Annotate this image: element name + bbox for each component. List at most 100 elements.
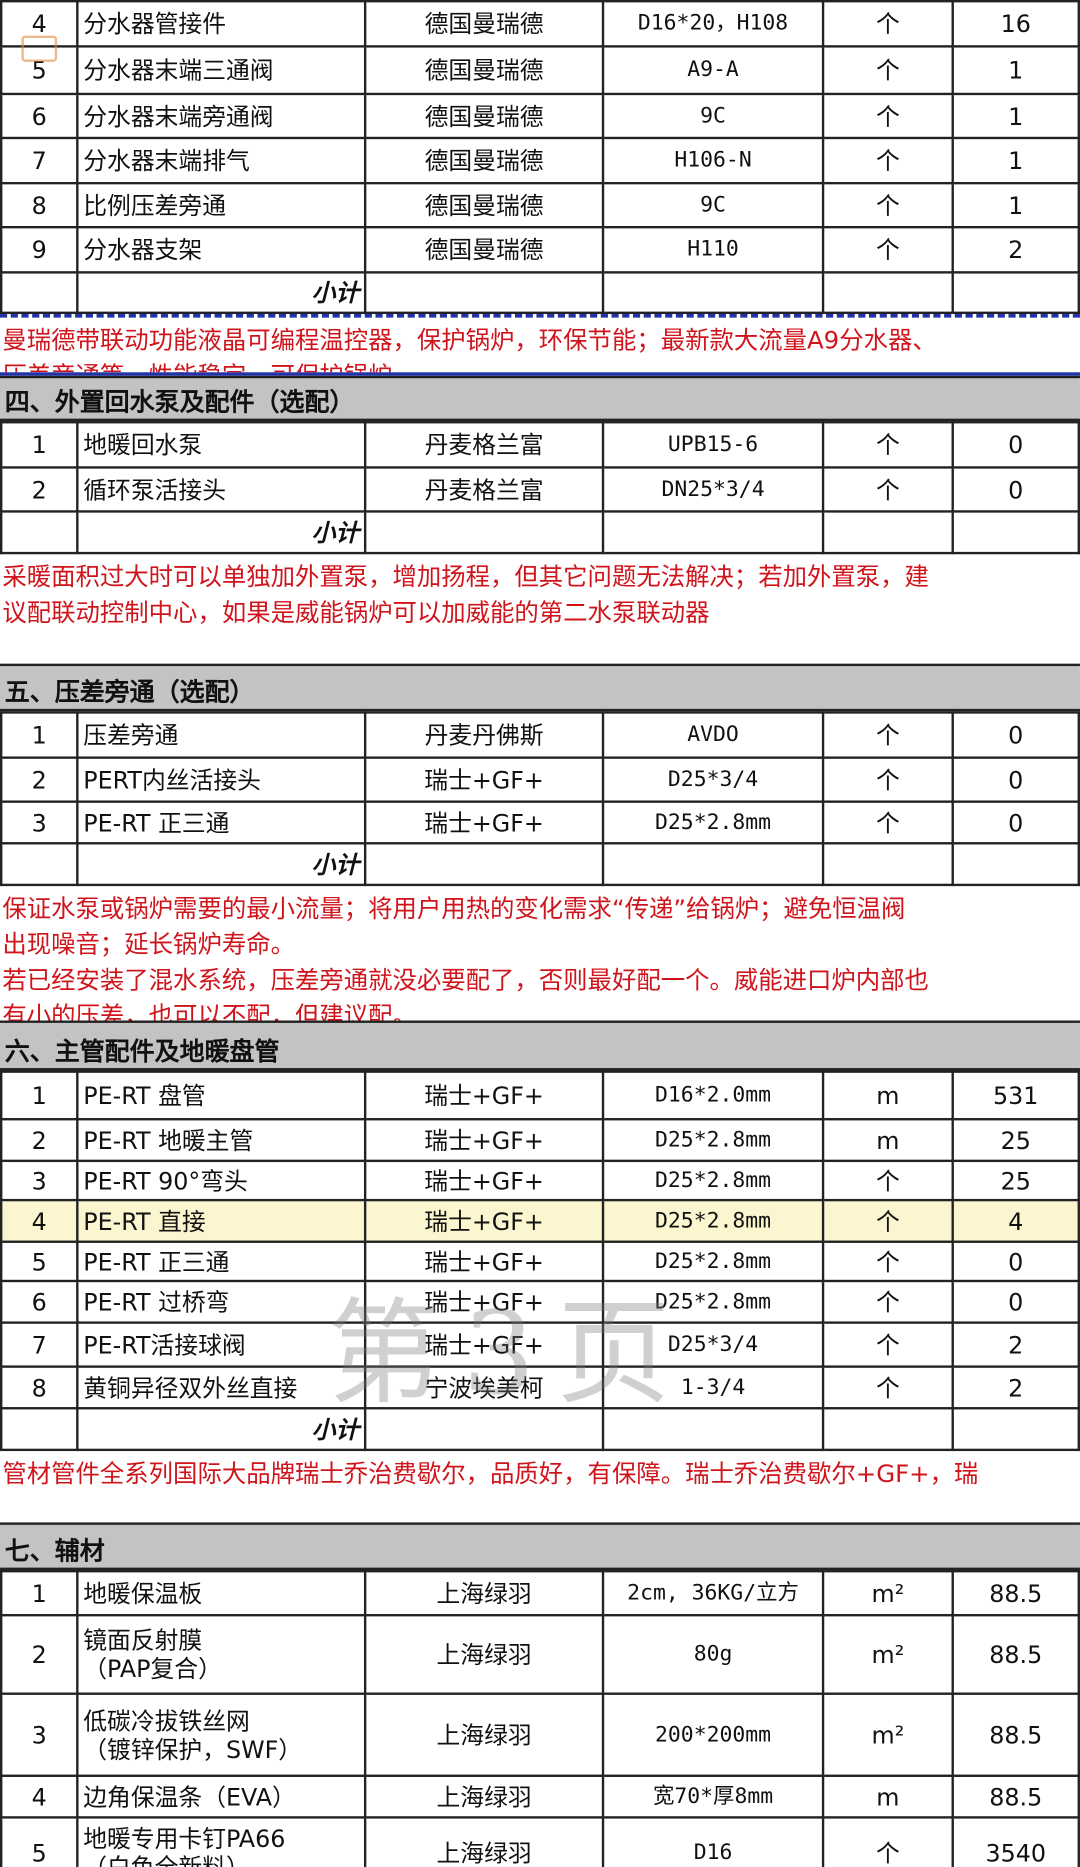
- subtotal-cell-no[interactable]: [0, 271, 79, 315]
- cell-brand[interactable]: 丹麦格兰富: [363, 421, 605, 469]
- cell-brand[interactable]: 瑞士+GF+: [363, 1240, 605, 1283]
- cell-name[interactable]: 黄铜异径双外丝直接: [76, 1365, 367, 1410]
- cell-qty[interactable]: 0: [951, 421, 1080, 469]
- cell-qty[interactable]: 88.5: [951, 1774, 1080, 1819]
- cell-name[interactable]: 压差旁通: [76, 711, 367, 759]
- cell-spec[interactable]: H106-N: [601, 136, 825, 185]
- cell-qty[interactable]: 531: [951, 1070, 1080, 1121]
- cell-no[interactable]: 9: [0, 225, 79, 274]
- cell-unit[interactable]: 个: [821, 1816, 954, 1867]
- cell-spec[interactable]: 9C: [601, 181, 825, 229]
- cell-brand[interactable]: 德国曼瑞德: [363, 45, 605, 96]
- cell-unit[interactable]: 个: [821, 1240, 954, 1283]
- cell-name[interactable]: 分水器末端三通阀: [76, 45, 367, 96]
- cell-spec[interactable]: 1-3/4: [601, 1365, 825, 1410]
- cell-name[interactable]: 地暖回水泵: [76, 421, 367, 469]
- cell-no[interactable]: 1: [0, 1070, 79, 1121]
- cell-no[interactable]: 4: [0, 1198, 79, 1243]
- cell-brand[interactable]: 上海绿羽: [363, 1614, 605, 1695]
- cell-brand[interactable]: 德国曼瑞德: [363, 225, 605, 274]
- cell-no[interactable]: 7: [0, 136, 79, 185]
- cell-brand[interactable]: 瑞士+GF+: [363, 1159, 605, 1202]
- cell-name[interactable]: 循环泵活接头: [76, 466, 367, 513]
- cell-no[interactable]: 1: [0, 711, 79, 759]
- cell-unit[interactable]: 个: [821, 92, 954, 140]
- cell-name[interactable]: PE-RT 直接: [76, 1198, 367, 1243]
- cell-unit[interactable]: 个: [821, 1365, 954, 1410]
- cell-unit[interactable]: 个: [821, 136, 954, 185]
- cell-qty[interactable]: 16: [951, 0, 1080, 48]
- cell-qty[interactable]: 2: [951, 225, 1080, 274]
- subtotal-cell-qty[interactable]: [951, 842, 1080, 887]
- cell-spec[interactable]: DN25*3/4: [601, 466, 825, 513]
- cell-spec[interactable]: UPB15-6: [601, 421, 825, 469]
- cell-spec[interactable]: H110: [601, 225, 825, 274]
- cell-no[interactable]: 2: [0, 466, 79, 513]
- cell-brand[interactable]: 瑞士+GF+: [363, 1321, 605, 1368]
- cell-brand[interactable]: 宁波埃美柯: [363, 1365, 605, 1410]
- subtotal-cell-spec[interactable]: [601, 510, 825, 555]
- subtotal-cell-qty[interactable]: [951, 510, 1080, 555]
- cell-unit[interactable]: 个: [821, 181, 954, 229]
- cell-unit[interactable]: m: [821, 1070, 954, 1121]
- cell-unit[interactable]: m: [821, 1774, 954, 1819]
- cell-no[interactable]: 1: [0, 1570, 79, 1617]
- cell-brand[interactable]: 瑞士+GF+: [363, 1118, 605, 1163]
- cell-no[interactable]: 2: [0, 1118, 79, 1163]
- cell-no[interactable]: 2: [0, 756, 79, 803]
- subtotal-cell-unit[interactable]: [821, 842, 954, 887]
- cell-name[interactable]: 地暖保温板: [76, 1570, 367, 1617]
- cell-brand[interactable]: 德国曼瑞德: [363, 92, 605, 140]
- subtotal-label[interactable]: 小计: [76, 842, 367, 887]
- subtotal-label[interactable]: 小计: [76, 271, 367, 315]
- subtotal-cell-spec[interactable]: [601, 271, 825, 315]
- cell-no[interactable]: 7: [0, 1321, 79, 1368]
- cell-unit[interactable]: 个: [821, 45, 954, 96]
- cell-spec[interactable]: 9C: [601, 92, 825, 140]
- subtotal-cell-qty[interactable]: [951, 1407, 1080, 1452]
- cell-spec[interactable]: D25*3/4: [601, 1321, 825, 1368]
- cell-qty[interactable]: 2: [951, 1365, 1080, 1410]
- cell-spec[interactable]: D16: [601, 1816, 825, 1867]
- cell-unit[interactable]: m²: [821, 1570, 954, 1617]
- cell-brand[interactable]: 上海绿羽: [363, 1570, 605, 1617]
- cell-unit[interactable]: 个: [821, 756, 954, 803]
- cell-qty[interactable]: 0: [951, 756, 1080, 803]
- subtotal-label[interactable]: 小计: [76, 1407, 367, 1452]
- cell-unit[interactable]: 个: [821, 711, 954, 759]
- cell-brand[interactable]: 德国曼瑞德: [363, 0, 605, 48]
- cell-name[interactable]: PE-RT 正三通: [76, 800, 367, 845]
- cell-spec[interactable]: D25*2.8mm: [601, 1118, 825, 1163]
- cell-spec[interactable]: D25*2.8mm: [601, 1240, 825, 1283]
- cell-spec[interactable]: D16*2.0mm: [601, 1070, 825, 1121]
- subtotal-cell-spec[interactable]: [601, 842, 825, 887]
- cell-spec[interactable]: D25*2.8mm: [601, 1279, 825, 1324]
- cell-name[interactable]: PE-RT 90°弯头: [76, 1159, 367, 1202]
- cell-qty[interactable]: 25: [951, 1118, 1080, 1163]
- subtotal-cell-unit[interactable]: [821, 1407, 954, 1452]
- cell-name[interactable]: 分水器管接件: [76, 0, 367, 48]
- cell-spec[interactable]: 80g: [601, 1614, 825, 1695]
- cell-unit[interactable]: 个: [821, 1159, 954, 1202]
- cell-qty[interactable]: 1: [951, 45, 1080, 96]
- cell-qty[interactable]: 0: [951, 1240, 1080, 1283]
- subtotal-cell-no[interactable]: [0, 510, 79, 555]
- cell-no[interactable]: 2: [0, 1614, 79, 1695]
- cell-qty[interactable]: 25: [951, 1159, 1080, 1202]
- cell-qty[interactable]: 0: [951, 1279, 1080, 1324]
- cell-unit[interactable]: m²: [821, 1614, 954, 1695]
- cell-qty[interactable]: 2: [951, 1321, 1080, 1368]
- cell-name[interactable]: PE-RT 地暖主管: [76, 1118, 367, 1163]
- cell-qty[interactable]: 1: [951, 181, 1080, 229]
- cell-brand[interactable]: 瑞士+GF+: [363, 1279, 605, 1324]
- cell-spec[interactable]: AVDO: [601, 711, 825, 759]
- subtotal-cell-qty[interactable]: [951, 271, 1080, 315]
- cell-qty[interactable]: 3540: [951, 1816, 1080, 1867]
- cell-qty[interactable]: 0: [951, 466, 1080, 513]
- cell-unit[interactable]: m²: [821, 1692, 954, 1777]
- cell-no[interactable]: 1: [0, 421, 79, 469]
- cell-unit[interactable]: 个: [821, 1198, 954, 1243]
- cell-brand[interactable]: 瑞士+GF+: [363, 756, 605, 803]
- cell-brand[interactable]: 瑞士+GF+: [363, 1198, 605, 1243]
- cell-no[interactable]: 6: [0, 92, 79, 140]
